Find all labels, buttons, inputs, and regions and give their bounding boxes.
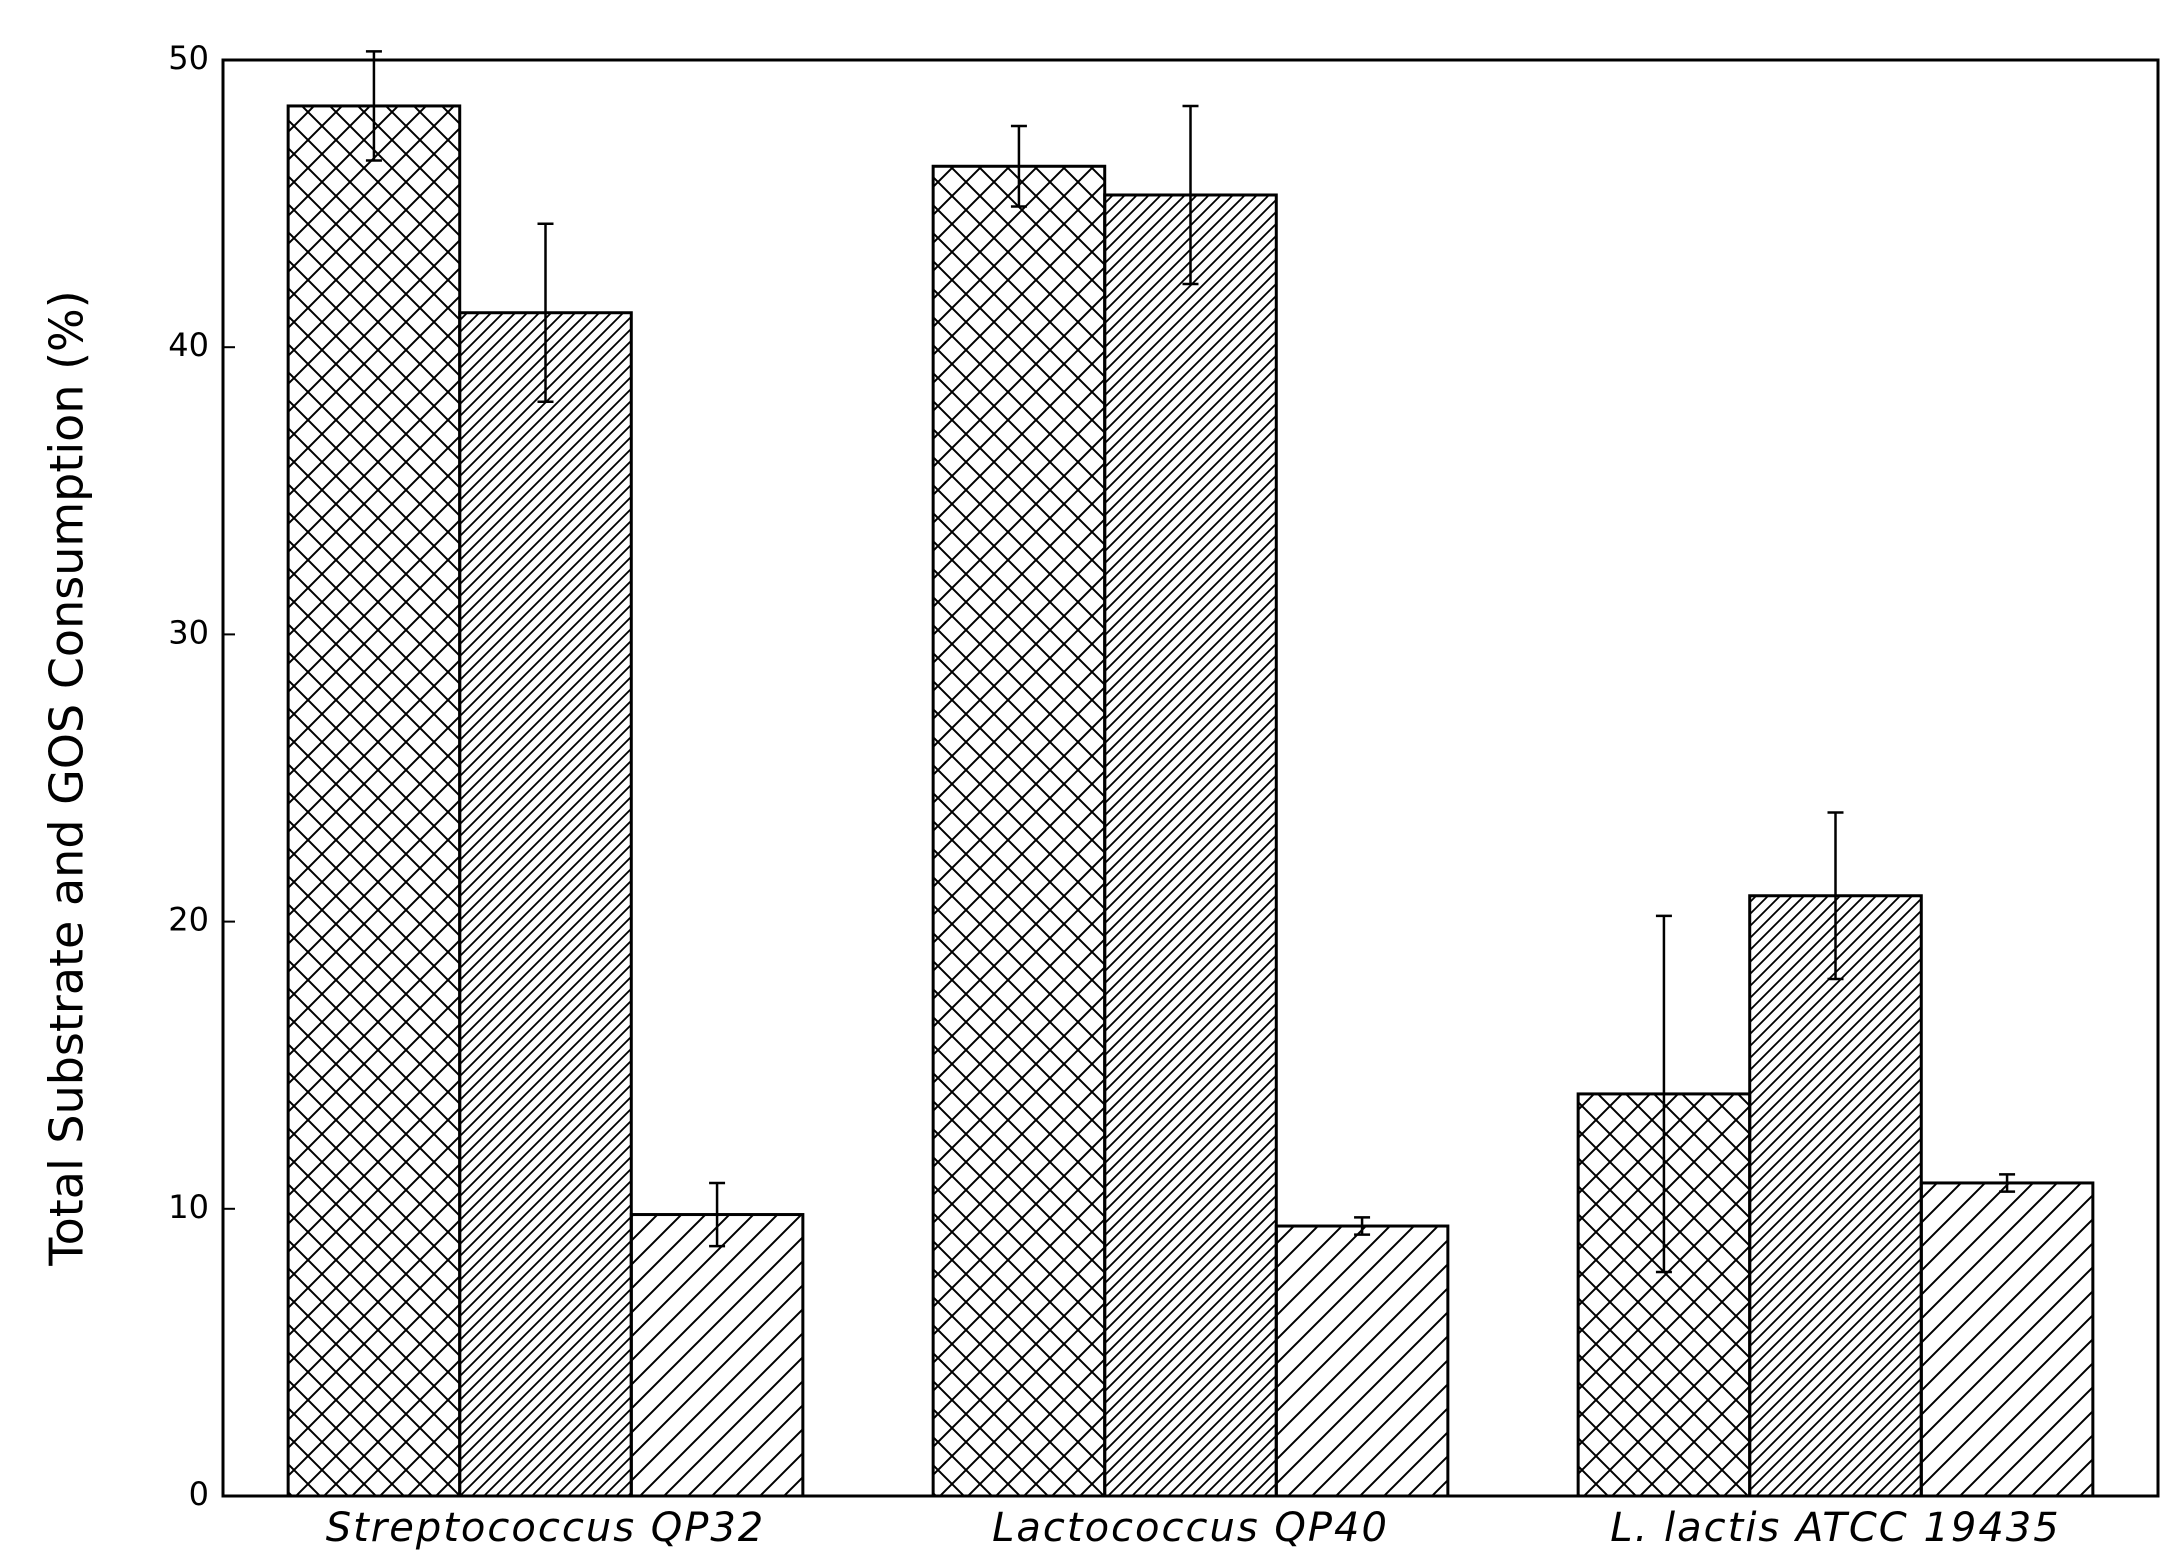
y-axis-label: Total Substrate and GOS Consumption (%) [40,290,94,1266]
x-tick-label: Streptococcus QP32 [326,1505,766,1551]
bar [1919,1181,2095,1498]
error-bar [1010,124,1027,208]
bar [458,311,633,1498]
y-tick-label: 10 [168,1188,209,1226]
y-tick-label: 30 [168,613,209,651]
bar [931,164,1107,1498]
error-bar [1354,1216,1371,1236]
error-bar [1827,811,1844,981]
y-tick-label: 0 [189,1475,209,1513]
bar [1274,1224,1450,1498]
bar [629,1213,805,1498]
x-tick-label: L. lactis ATCC 19435 [1610,1505,2060,1551]
y-tick-label: 40 [168,326,209,364]
y-tick-label: 20 [168,901,209,939]
error-bar [1655,914,1672,1274]
error-bar [365,50,382,162]
error-bar [709,1181,726,1248]
x-tick-label: Lactococcus QP40 [992,1505,1389,1551]
bar [1103,193,1278,1498]
y-tick-label: 50 [168,39,209,77]
error-bar [537,222,554,404]
bar [1748,894,1923,1498]
bar [286,104,462,1498]
error-bar [1182,104,1199,286]
error-bar [1999,1173,2016,1193]
